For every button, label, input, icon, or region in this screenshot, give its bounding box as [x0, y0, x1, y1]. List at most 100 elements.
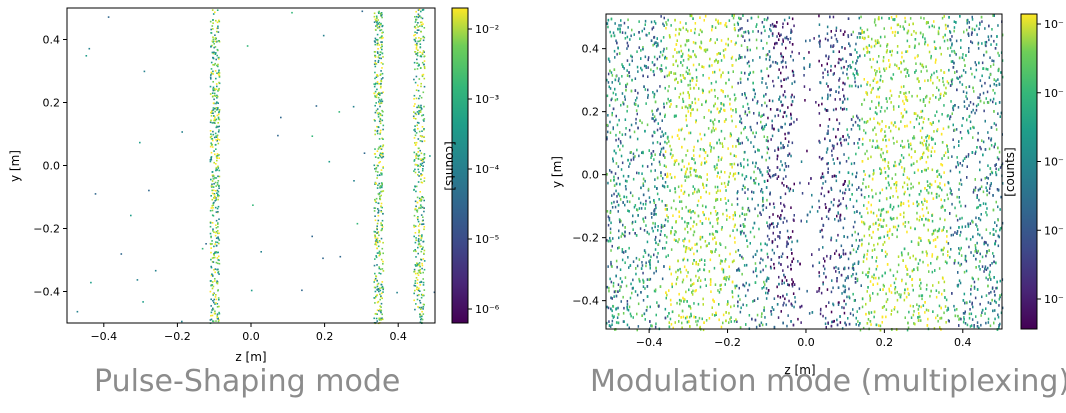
data-point [745, 136, 748, 139]
data-point [876, 256, 878, 259]
data-point [215, 163, 217, 165]
data-point [375, 255, 377, 257]
data-point [374, 219, 377, 222]
data-point [217, 72, 219, 75]
data-point [730, 107, 732, 111]
data-point [971, 15, 973, 19]
data-point [965, 95, 967, 98]
data-point [378, 182, 381, 185]
data-point [610, 260, 612, 264]
data-point [847, 276, 849, 280]
data-point [381, 172, 383, 175]
data-point [851, 172, 854, 176]
data-point [379, 122, 382, 125]
data-point [830, 236, 833, 240]
data-point [379, 154, 381, 156]
data-point [747, 206, 750, 210]
data-point [932, 121, 934, 124]
data-point [771, 34, 774, 37]
data-point [381, 206, 383, 209]
data-point [379, 198, 382, 201]
data-point [413, 250, 415, 252]
data-point [768, 174, 771, 178]
data-point [992, 252, 994, 255]
data-point [212, 215, 215, 217]
data-point [375, 240, 378, 242]
data-point [695, 119, 697, 122]
data-point [783, 205, 786, 208]
data-point [745, 96, 748, 100]
data-point [722, 313, 725, 317]
data-point [381, 24, 384, 27]
data-point [217, 193, 219, 196]
data-point [624, 261, 626, 264]
data-point [949, 117, 951, 121]
data-point [374, 234, 376, 236]
data-point [215, 102, 217, 105]
data-point [617, 283, 620, 286]
data-point [413, 160, 416, 162]
data-point [955, 128, 958, 131]
data-point [414, 144, 417, 146]
data-point [970, 284, 973, 288]
data-point [841, 108, 844, 111]
data-point [827, 73, 829, 77]
data-point [906, 124, 908, 128]
colorbar-tick-label: 10⁻⁴ [475, 163, 500, 176]
data-point [770, 266, 772, 270]
data-point [869, 299, 871, 302]
data-point [973, 324, 975, 327]
data-point [379, 86, 382, 89]
data-point [831, 320, 833, 324]
data-point [762, 128, 764, 131]
data-point [782, 103, 784, 107]
left-colorbar-ticks: 10⁻²10⁻³10⁻⁴10⁻⁵10⁻⁶ [468, 23, 500, 316]
data-point [991, 28, 993, 31]
data-point [951, 82, 953, 86]
data-point [970, 110, 973, 114]
data-point [965, 155, 967, 159]
data-point [418, 171, 420, 173]
data-point [797, 260, 799, 263]
data-point [215, 167, 217, 170]
data-point [381, 67, 383, 69]
data-point [756, 313, 759, 317]
data-point [421, 17, 424, 20]
data-point [995, 123, 997, 127]
data-point [787, 186, 790, 190]
data-point [374, 96, 377, 98]
data-point [645, 224, 647, 227]
data-point [659, 50, 662, 54]
data-point [214, 11, 216, 14]
data-point [684, 316, 687, 320]
data-point [851, 84, 853, 88]
data-point [908, 204, 910, 208]
data-point [782, 146, 784, 150]
data-point [636, 50, 638, 53]
data-point [976, 225, 978, 228]
data-point [381, 13, 383, 16]
data-point [419, 272, 422, 274]
data-point [214, 195, 216, 198]
data-point [868, 227, 870, 231]
data-point [628, 246, 630, 250]
data-point [968, 104, 970, 107]
data-point [979, 21, 981, 25]
data-point [855, 250, 858, 254]
data-point [694, 22, 697, 25]
data-point [339, 255, 342, 258]
data-point [421, 9, 424, 11]
data-point [765, 123, 767, 126]
data-point [414, 280, 417, 282]
data-point [689, 307, 692, 310]
data-point [842, 183, 844, 186]
data-point [727, 94, 729, 98]
data-point [872, 139, 874, 143]
data-point [697, 269, 699, 273]
data-point [850, 33, 853, 36]
data-point [872, 172, 874, 176]
data-point [762, 208, 764, 212]
data-point [855, 152, 857, 156]
data-point [747, 163, 749, 167]
data-point [656, 89, 658, 93]
